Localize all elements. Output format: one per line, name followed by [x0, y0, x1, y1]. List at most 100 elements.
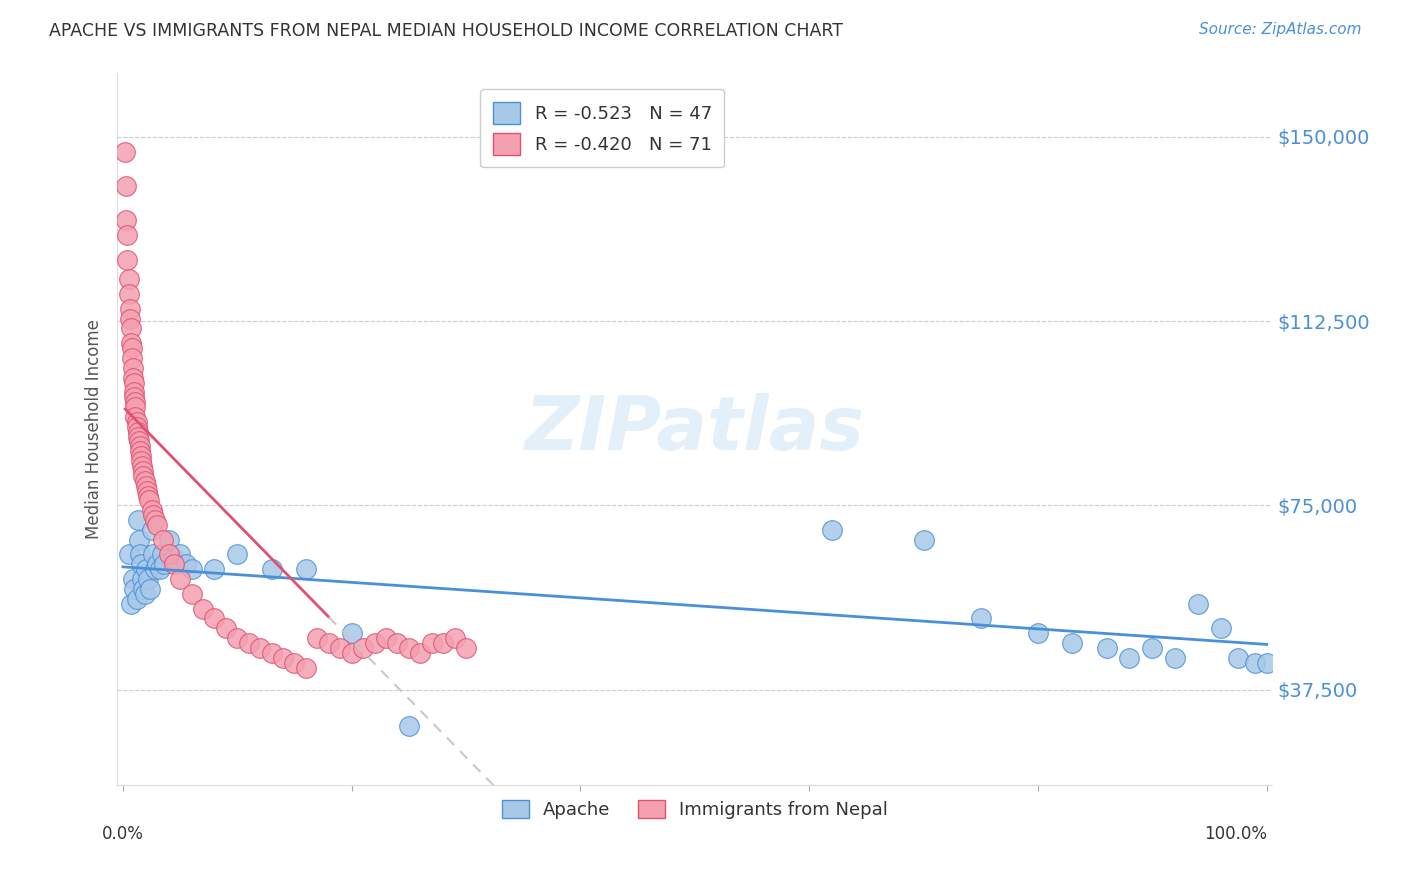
Point — [169, 572, 191, 586]
Point — [1164, 650, 1187, 665]
Point — [821, 523, 844, 537]
Point — [114, 145, 136, 159]
Point — [129, 439, 152, 453]
Point — [398, 719, 420, 733]
Point — [340, 646, 363, 660]
Point — [180, 562, 202, 576]
Point — [398, 640, 420, 655]
Point — [295, 562, 318, 576]
Point — [1062, 636, 1084, 650]
Text: 100.0%: 100.0% — [1204, 825, 1267, 843]
Point — [129, 444, 152, 458]
Point — [1244, 656, 1267, 670]
Point — [132, 582, 155, 596]
Point — [318, 636, 340, 650]
Text: 0.0%: 0.0% — [103, 825, 143, 843]
Point — [1118, 650, 1140, 665]
Point — [129, 454, 152, 468]
Point — [1227, 650, 1250, 665]
Point — [118, 301, 141, 316]
Point — [125, 419, 148, 434]
Point — [249, 640, 271, 655]
Point — [125, 591, 148, 606]
Point — [122, 360, 145, 375]
Point — [120, 321, 142, 335]
Point — [120, 597, 142, 611]
Point — [136, 572, 159, 586]
Point — [307, 631, 329, 645]
Point — [912, 533, 935, 547]
Point — [138, 493, 160, 508]
Point — [115, 179, 138, 194]
Point — [125, 415, 148, 429]
Point — [432, 636, 454, 650]
Point — [127, 429, 149, 443]
Point — [238, 636, 260, 650]
Point — [141, 523, 163, 537]
Point — [128, 533, 150, 547]
Point — [115, 213, 138, 227]
Point — [157, 548, 180, 562]
Point — [443, 631, 465, 645]
Point — [271, 650, 294, 665]
Point — [122, 370, 145, 384]
Point — [132, 468, 155, 483]
Point — [143, 513, 166, 527]
Point — [420, 636, 443, 650]
Point — [1256, 656, 1278, 670]
Point — [120, 336, 142, 351]
Point — [295, 660, 318, 674]
Text: APACHE VS IMMIGRANTS FROM NEPAL MEDIAN HOUSEHOLD INCOME CORRELATION CHART: APACHE VS IMMIGRANTS FROM NEPAL MEDIAN H… — [49, 22, 844, 40]
Point — [340, 626, 363, 640]
Point — [134, 587, 156, 601]
Point — [215, 621, 238, 635]
Point — [142, 548, 165, 562]
Point — [129, 548, 152, 562]
Point — [153, 558, 176, 572]
Point — [152, 533, 174, 547]
Point — [134, 474, 156, 488]
Point — [121, 341, 143, 355]
Point — [150, 548, 173, 562]
Point — [409, 646, 432, 660]
Point — [124, 376, 146, 390]
Point — [131, 458, 153, 473]
Point — [163, 558, 186, 572]
Point — [1095, 640, 1118, 655]
Point — [127, 425, 149, 439]
Point — [139, 582, 162, 596]
Point — [329, 640, 352, 655]
Point — [169, 548, 191, 562]
Point — [1187, 597, 1209, 611]
Point — [122, 572, 145, 586]
Point — [202, 611, 225, 625]
Point — [117, 272, 139, 286]
Point — [117, 252, 139, 267]
Point — [129, 449, 152, 463]
Point — [283, 656, 305, 670]
Point — [157, 533, 180, 547]
Point — [124, 385, 146, 400]
Point — [1026, 626, 1049, 640]
Point — [135, 479, 157, 493]
Point — [135, 562, 157, 576]
Point — [260, 562, 283, 576]
Point — [121, 351, 143, 365]
Point — [1209, 621, 1232, 635]
Point — [226, 631, 249, 645]
Point — [127, 513, 149, 527]
Point — [180, 587, 202, 601]
Point — [226, 548, 249, 562]
Point — [375, 631, 398, 645]
Point — [387, 636, 409, 650]
Point — [970, 611, 993, 625]
Point — [131, 572, 153, 586]
Point — [117, 548, 139, 562]
Point — [148, 562, 170, 576]
Point — [191, 601, 214, 615]
Point — [136, 489, 159, 503]
Point — [260, 646, 283, 660]
Point — [124, 395, 146, 409]
Point — [174, 558, 197, 572]
Y-axis label: Median Household Income: Median Household Income — [86, 319, 103, 539]
